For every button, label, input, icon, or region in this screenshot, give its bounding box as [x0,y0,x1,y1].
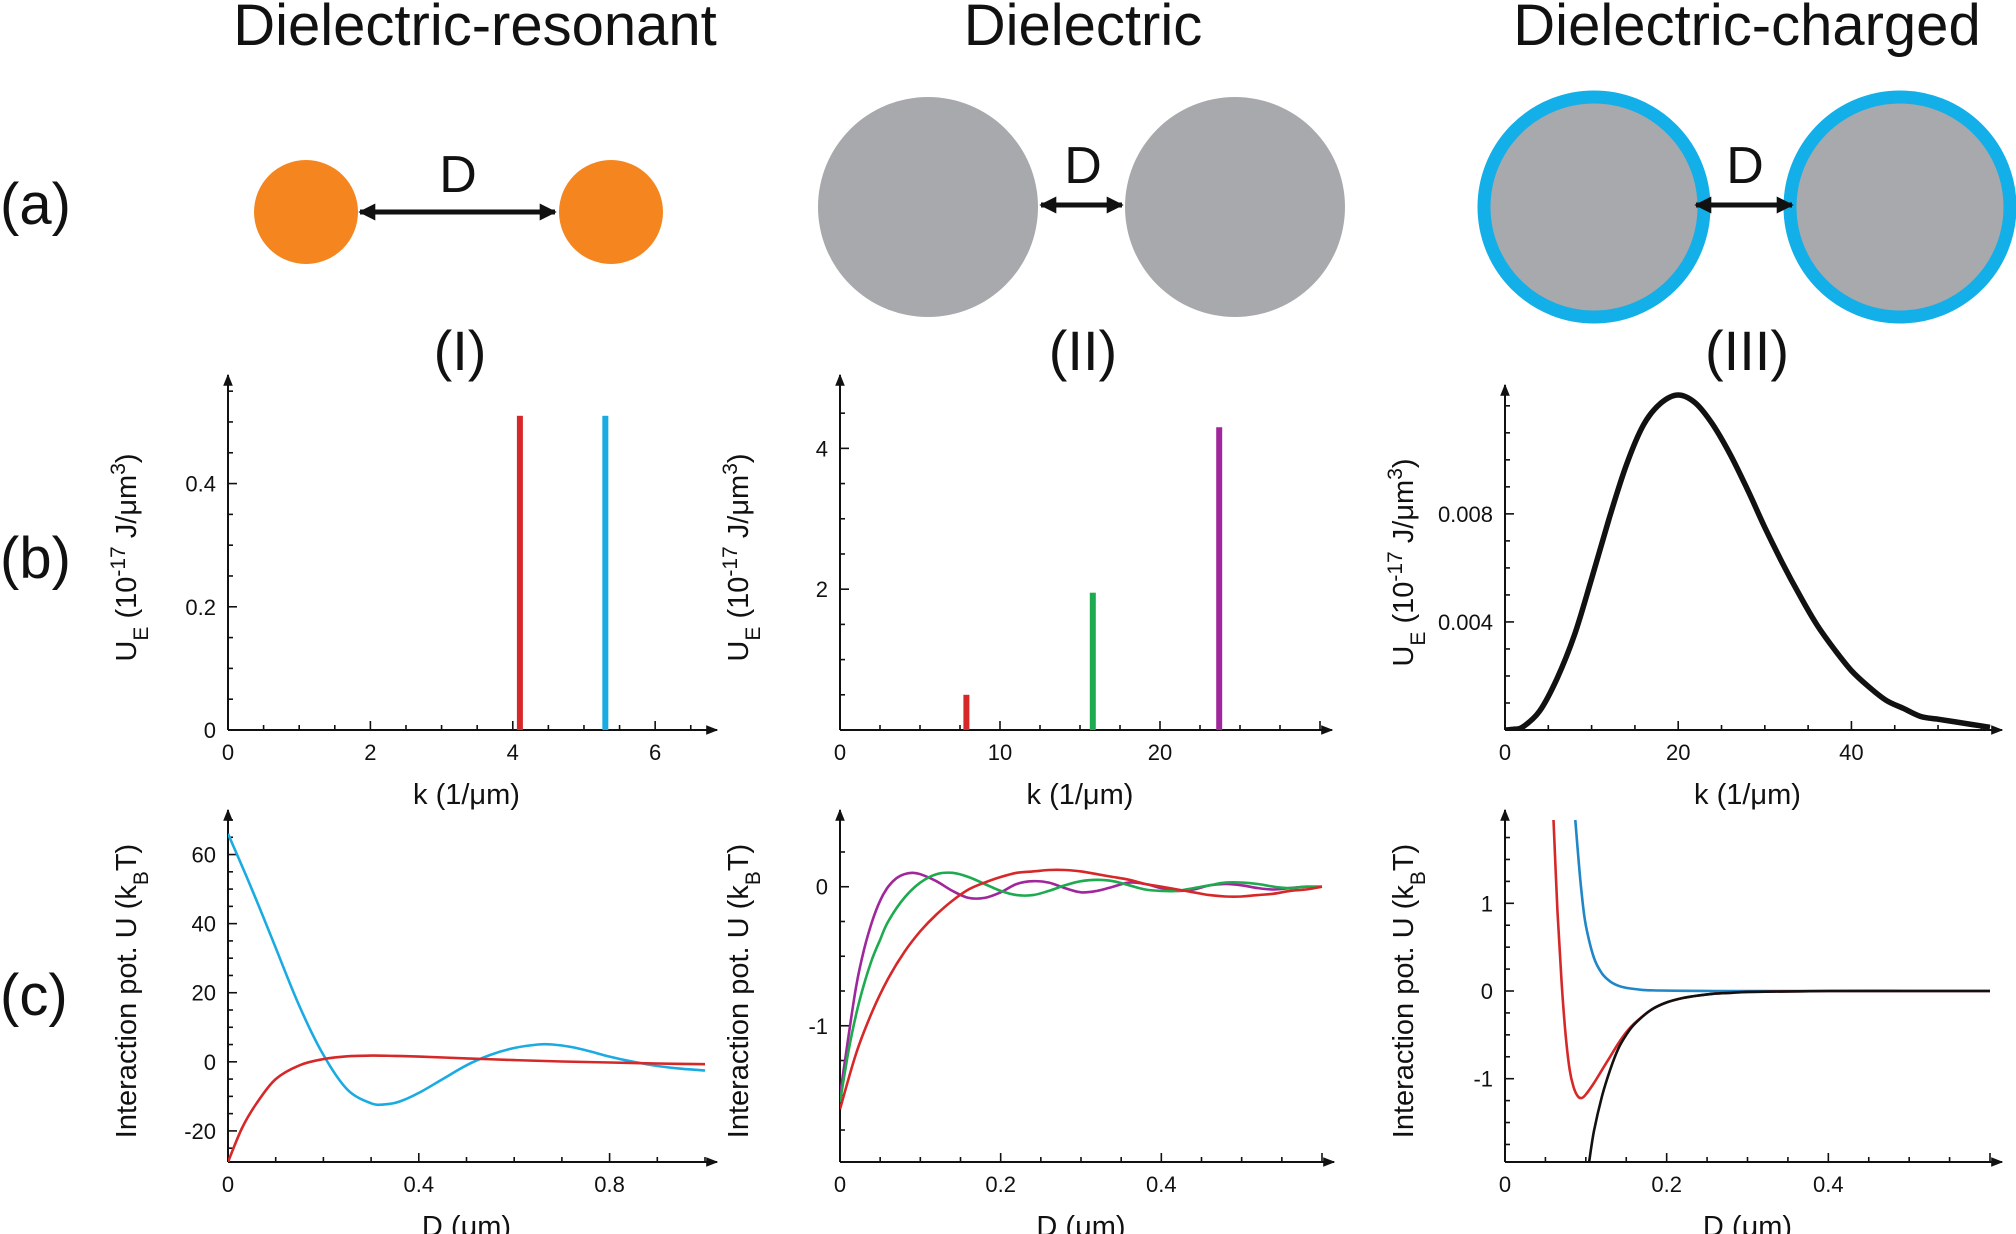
x-tick-label: 0 [834,1172,846,1197]
spectral-bar [516,415,523,730]
x-tick-label: 20 [1148,740,1172,765]
y-tick-label: 4 [816,436,828,461]
series-line-purple [840,871,1323,1096]
x-tick-label: 0.4 [404,1172,435,1197]
label-II: (II) [1049,319,1117,382]
x-tick-label: 10 [988,740,1012,765]
x-tick-label: 6 [649,740,661,765]
particle-left [254,160,358,264]
y-axis-label: Interaction pot. U (kBT) [111,844,153,1138]
y-axis-label: UE (10-17 J/μm3) [107,453,153,661]
x-axis-label: D (μm) [1703,1211,1792,1234]
particle-left [818,97,1038,317]
series-line-red [1552,819,1990,1100]
chart-b2-dielectric-spectrum: 0 10 20 2 4 k (1/μm) UE (10-17 J/μm3) [719,373,1334,811]
series-line-black [1505,392,1991,730]
y-axis-label: Interaction pot. U (kBT) [723,844,765,1138]
y-tick-label: 0 [1481,979,1493,1004]
y-tick-label: 0.2 [185,595,216,620]
x-tick-label: 0 [1499,740,1511,765]
column-title-charged: Dielectric-charged [1513,0,1980,58]
y-axis-label: UE (10-17 J/μm3) [1384,458,1430,666]
y-tick-label: -1 [808,1014,828,1039]
spectral-bar [1089,592,1096,730]
label-I: (I) [434,319,487,382]
y-tick-label: 0 [204,1050,216,1075]
particles-resonant: D [254,146,663,264]
x-tick-label: 0.2 [985,1172,1016,1197]
x-axis-label: k (1/μm) [1694,779,1801,811]
x-tick-label: 40 [1839,740,1863,765]
chart-b1-resonant-spectrum: 0 2 4 6 0 0.2 0.4 k (1/μm) UE (10-17 J/μm3) [107,373,719,811]
y-tick-label: 20 [192,981,216,1006]
chart-c2-dielectric-potential: 0 0.2 0.4 -1 0 D (μm) Interaction pot. U (kBT) [723,808,1336,1234]
particle-left [1477,90,1711,324]
series-line-black [1587,989,1990,1162]
x-tick-label: 2 [364,740,376,765]
x-axis-label: D (μm) [1036,1211,1125,1234]
particle-right [1125,97,1345,317]
x-tick-label: 0.2 [1651,1172,1682,1197]
y-tick-label: 0 [816,875,828,900]
y-tick-label: 0 [204,718,216,743]
series-line-red [228,1054,706,1162]
spectral-bar [963,694,970,730]
row-label-c: (c) [0,963,68,1028]
spectral-bar [1216,427,1223,730]
y-tick-label: 1 [1481,891,1493,916]
x-tick-label: 0.4 [1813,1172,1844,1197]
x-tick-label: 0.8 [594,1172,625,1197]
column-title-dielectric: Dielectric [964,0,1203,58]
series-line-blue [1574,819,1990,993]
separation-label: D [1064,137,1102,195]
spectral-bar [602,415,609,730]
y-axis-label: UE (10-17 J/μm3) [719,453,765,661]
particle-right [559,160,663,264]
x-tick-label: 4 [507,740,519,765]
series-line-cyan [228,833,706,1107]
x-tick-label: 20 [1666,740,1690,765]
x-tick-label: 0 [1499,1172,1511,1197]
separation-label: D [439,146,477,204]
y-tick-label: 0.004 [1438,610,1493,635]
series-line-red [840,868,1323,1110]
y-tick-label: -20 [184,1119,216,1144]
chart-c1-resonant-potential: 0 0.4 0.8 -20 0 20 40 60 D (μm) Interaction pot. … [111,808,719,1234]
y-tick-label: 0.4 [185,472,216,497]
x-axis-label: D (μm) [422,1211,511,1234]
row-label-a: (a) [0,172,71,237]
y-axis-label: Interaction pot. U (kBT) [1388,844,1430,1138]
y-tick-label: 40 [192,912,216,937]
y-tick-label: 2 [816,577,828,602]
chart-c3-charged-potential: 0 0.2 0.4 -1 0 1 D (μm) Interaction pot. U (kBT… [1388,808,2004,1234]
y-tick-label: -1 [1473,1067,1493,1092]
x-tick-label: 0.4 [1146,1172,1177,1197]
row-label-b: (b) [0,526,71,591]
x-tick-label: 0 [222,740,234,765]
particles-charged: D [1477,90,2016,324]
column-title-resonant: Dielectric-resonant [233,0,717,58]
y-tick-label: 0.008 [1438,502,1493,527]
x-axis-label: k (1/μm) [413,779,520,811]
separation-label: D [1726,137,1764,195]
y-tick-label: 60 [192,843,216,868]
particle-right [1783,90,2016,324]
label-III: (III) [1705,319,1789,382]
x-tick-label: 0 [222,1172,234,1197]
chart-b3-charged-spectrum: 0 20 40 0.004 0.008 k (1/μm) UE (10-17 J/μm3) [1384,383,2004,811]
x-tick-label: 0 [834,740,846,765]
x-axis-label: k (1/μm) [1027,779,1134,811]
particles-dielectric: D [818,97,1345,317]
series-line-green [840,871,1323,1103]
